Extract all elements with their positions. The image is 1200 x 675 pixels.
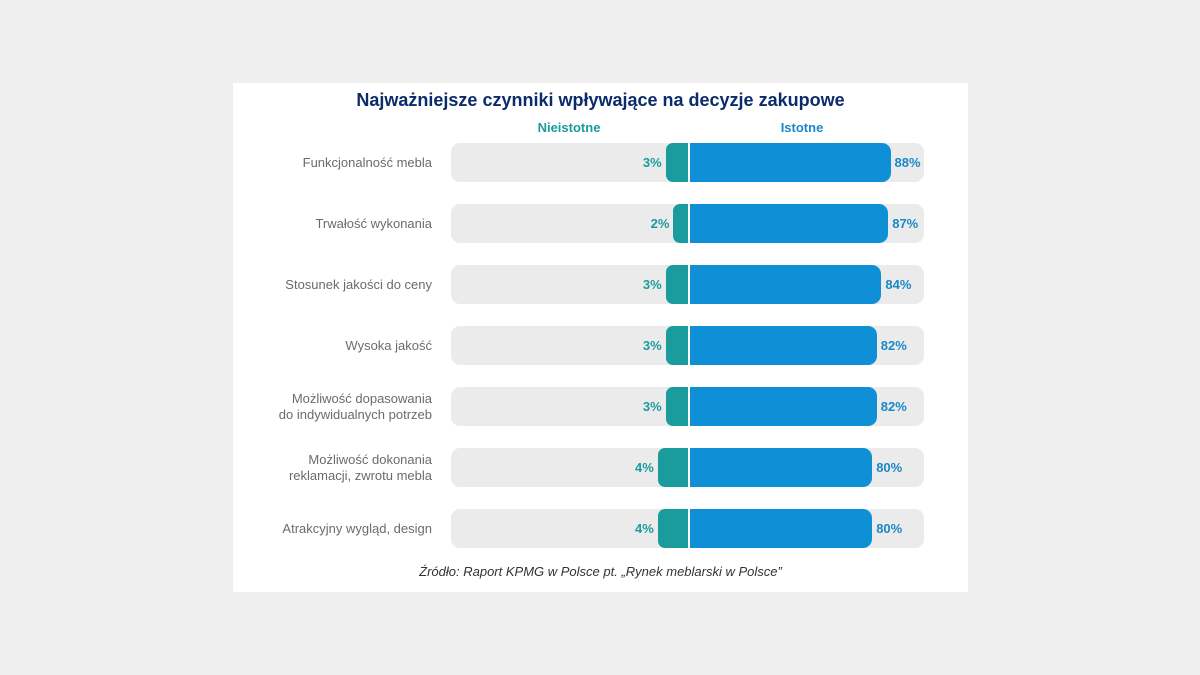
center-divider	[688, 265, 690, 304]
bar-unimportant	[673, 204, 689, 243]
value-label-important: 87%	[892, 216, 919, 231]
category-label: Atrakcyjny wygląd, design	[232, 521, 432, 537]
legend-label-unimportant: Nieistotne	[537, 120, 601, 135]
category-label-line: Możliwość dopasowania	[291, 390, 432, 406]
category-label: Możliwość dopasowania do indywidualnych p…	[232, 391, 432, 423]
value-label-unimportant: 4%	[635, 460, 654, 475]
chart-title: Najważniejsze czynniki wpływające na dec…	[356, 90, 845, 110]
center-divider	[688, 143, 690, 182]
center-divider	[688, 326, 690, 365]
value-label-important: 84%	[885, 277, 912, 292]
bar-unimportant	[657, 448, 689, 487]
center-divider	[688, 448, 690, 487]
value-label-important: 80%	[876, 521, 903, 536]
bar-important	[689, 204, 889, 243]
bar-important	[689, 265, 882, 304]
source-note: Źródło: Raport KPMG w Polsce pt. „Rynek …	[419, 564, 782, 579]
center-divider	[688, 509, 690, 548]
category-label-line: Możliwość dokonania	[308, 451, 432, 467]
chart-card: Najważniejsze czynniki wpływające na dec…	[233, 83, 968, 592]
bar-important	[689, 143, 891, 182]
bars-area: Funkcjonalność mebla 3% 88% Trwałość wykona…	[233, 83, 968, 592]
bar-unimportant	[665, 265, 689, 304]
value-label-unimportant: 3%	[642, 399, 662, 414]
category-label-line: Wysoka jakość	[345, 337, 432, 353]
category-label-line: Trwałość wykonania	[315, 215, 432, 231]
bar-important	[689, 509, 873, 548]
category-label: Funkcjonalność mebla	[232, 155, 432, 171]
bar-unimportant	[665, 143, 689, 182]
value-label-important: 80%	[876, 460, 903, 475]
value-label-unimportant: 3%	[642, 155, 662, 170]
bar-important	[689, 387, 877, 426]
bar-important	[689, 448, 873, 487]
category-label-line: Atrakcyjny wygląd, design	[282, 520, 432, 536]
center-divider	[688, 204, 690, 243]
value-label-unimportant: 3%	[642, 277, 662, 292]
category-label: Wysoka jakość	[232, 338, 432, 354]
bar-unimportant	[657, 509, 689, 548]
value-label-unimportant: 3%	[642, 338, 662, 353]
value-label-unimportant: 2%	[650, 216, 670, 231]
bar-important	[689, 326, 877, 365]
value-label-important: 88%	[894, 155, 921, 170]
legend-label-important: Istotne	[780, 120, 824, 135]
category-label-line: Funkcjonalność mebla	[302, 154, 432, 170]
value-label-important: 82%	[880, 338, 907, 353]
center-divider	[688, 387, 690, 426]
bar-unimportant	[665, 387, 689, 426]
category-label: Stosunek jakości do ceny	[232, 277, 432, 293]
value-label-important: 82%	[880, 399, 907, 414]
bar-unimportant	[665, 326, 689, 365]
category-label-line: Stosunek jakości do ceny	[285, 276, 432, 292]
category-label: Trwałość wykonania	[232, 216, 432, 232]
category-label: Możliwość dokonania reklamacji, zwrotu me…	[232, 452, 432, 484]
value-label-unimportant: 4%	[635, 521, 654, 536]
category-label-line: do indywidualnych potrzeb	[278, 406, 432, 422]
category-label-line: reklamacji, zwrotu mebla	[288, 467, 432, 483]
